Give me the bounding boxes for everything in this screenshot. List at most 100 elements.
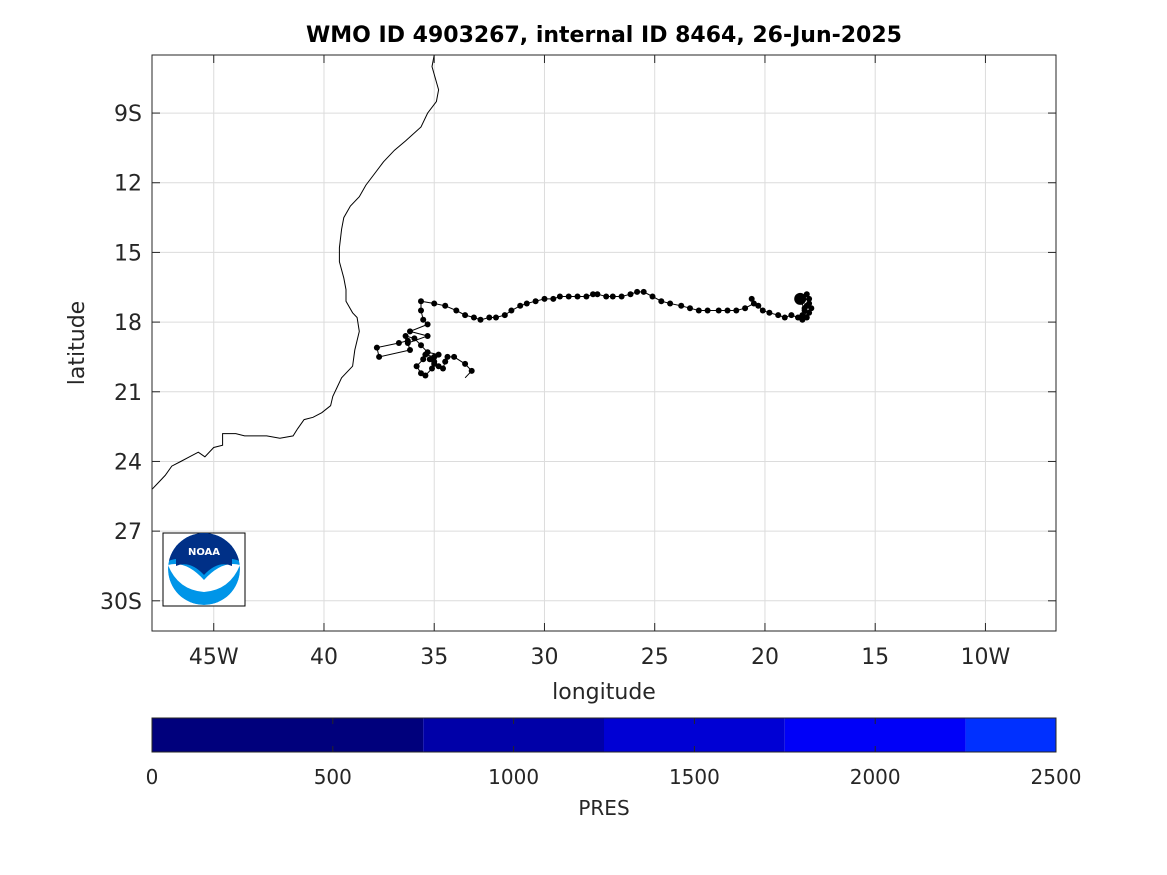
profile-marker (603, 293, 610, 300)
profile-marker (462, 312, 469, 319)
x-tick-labels: 45W 40 35 30 25 20 15 10W (189, 645, 1011, 670)
profile-marker (407, 347, 413, 353)
profile-marker (468, 367, 475, 374)
profile-marker (424, 349, 431, 356)
profile-marker (733, 307, 740, 314)
profile-marker (583, 293, 590, 300)
profile-marker (431, 300, 438, 307)
profile-marker (795, 314, 801, 321)
colorbar-segment (965, 718, 1056, 752)
colorbar-tick-label: 1500 (669, 765, 720, 789)
y-tick-label: 12 (114, 172, 142, 197)
x-tick-label: 30 (530, 645, 558, 670)
plot-frame (151, 54, 1057, 632)
profile-marker (781, 314, 788, 321)
profile-marker (687, 305, 693, 312)
x-tick-label: 35 (420, 645, 448, 670)
profile-marker (418, 307, 424, 314)
profile-marker (715, 307, 722, 314)
profile-marker (801, 307, 808, 314)
profile-marker (594, 291, 601, 298)
profile-marker (435, 351, 442, 358)
axis-ticks (152, 55, 1056, 631)
float-track-layer (373, 288, 815, 379)
profile-marker (678, 302, 685, 309)
profile-marker (395, 340, 402, 346)
profile-marker (806, 300, 813, 307)
plot-background (152, 55, 1056, 631)
profile-marker (750, 300, 757, 307)
profile-marker (431, 358, 438, 365)
profile-marker (808, 305, 815, 312)
profile-marker (742, 305, 749, 312)
profile-marker (418, 342, 424, 349)
y-tick-label: 15 (114, 241, 142, 266)
profile-marker (453, 307, 460, 314)
y-axis-label: latitude (65, 301, 90, 385)
profile-marker (373, 344, 380, 351)
y-tick-label: 21 (114, 381, 142, 406)
profile-marker (766, 309, 773, 316)
colorbar-tick-label: 2000 (850, 765, 901, 789)
logo-gull (176, 545, 232, 575)
profile-marker (788, 312, 795, 319)
profile-marker (402, 333, 409, 339)
profile-marker (418, 370, 424, 377)
colorbar-label: PRES (578, 796, 629, 820)
profile-marker (486, 314, 493, 321)
profile-marker (541, 295, 548, 302)
y-tick-label: 24 (114, 450, 142, 475)
profile-marker (426, 356, 433, 363)
x-tick-label: 15 (861, 645, 889, 670)
logo-wave (168, 564, 240, 592)
profile-marker (431, 353, 438, 360)
profile-marker (420, 316, 427, 323)
profile-marker (667, 300, 674, 307)
map-axes: 45W 40 35 30 25 20 15 10W 9S 12 15 18 21 24 27 30S (100, 54, 1057, 670)
profile-marker (470, 314, 477, 321)
profile-marker (442, 358, 449, 365)
y-tick-label: 9S (114, 102, 142, 127)
profile-marker (634, 288, 641, 295)
colorbar-frame (151, 717, 1057, 753)
profile-marker (477, 316, 484, 323)
profile-marker (759, 307, 766, 314)
y-tick-labels: 9S 12 15 18 21 24 27 30S (100, 102, 142, 615)
profile-marker (565, 293, 572, 300)
y-tick-label: 27 (114, 520, 142, 545)
x-tick-label: 10W (961, 645, 1011, 670)
profile-marker (407, 328, 413, 335)
profile-marker (803, 291, 810, 298)
latest-position-marker (794, 292, 807, 305)
colorbar-tick-label: 500 (314, 765, 352, 789)
coastline (151, 54, 440, 490)
profile-marker (462, 360, 469, 367)
profile-marker (799, 316, 806, 323)
colorbar-tick-label: 1000 (488, 765, 539, 789)
profile-marker (451, 353, 458, 360)
colorbar-segments (152, 718, 1056, 752)
coastline-layer (151, 54, 440, 490)
profile-marker (442, 302, 449, 309)
profile-marker (618, 293, 625, 300)
colorbar-tick-label: 2500 (1031, 765, 1082, 789)
profile-marker (376, 353, 383, 360)
colorbar-tick-label: 0 (146, 765, 159, 789)
x-tick-label: 20 (751, 645, 779, 670)
profile-marker (806, 295, 813, 302)
x-tick-label: 45W (189, 645, 239, 670)
profile-marker (422, 372, 429, 379)
x-tick-label: 25 (641, 645, 669, 670)
profile-marker (501, 312, 508, 319)
y-tick-label: 18 (114, 311, 142, 336)
profile-marker (413, 363, 420, 370)
noaa-logo: NOAA (162, 532, 246, 607)
profile-marker (517, 302, 524, 309)
profile-marker (590, 291, 596, 298)
profile-marker (658, 298, 665, 305)
profile-marker (574, 293, 581, 300)
profile-marker (775, 312, 782, 319)
grid-lines (152, 55, 1056, 631)
profile-marker (806, 309, 813, 316)
profile-marker (724, 307, 731, 314)
